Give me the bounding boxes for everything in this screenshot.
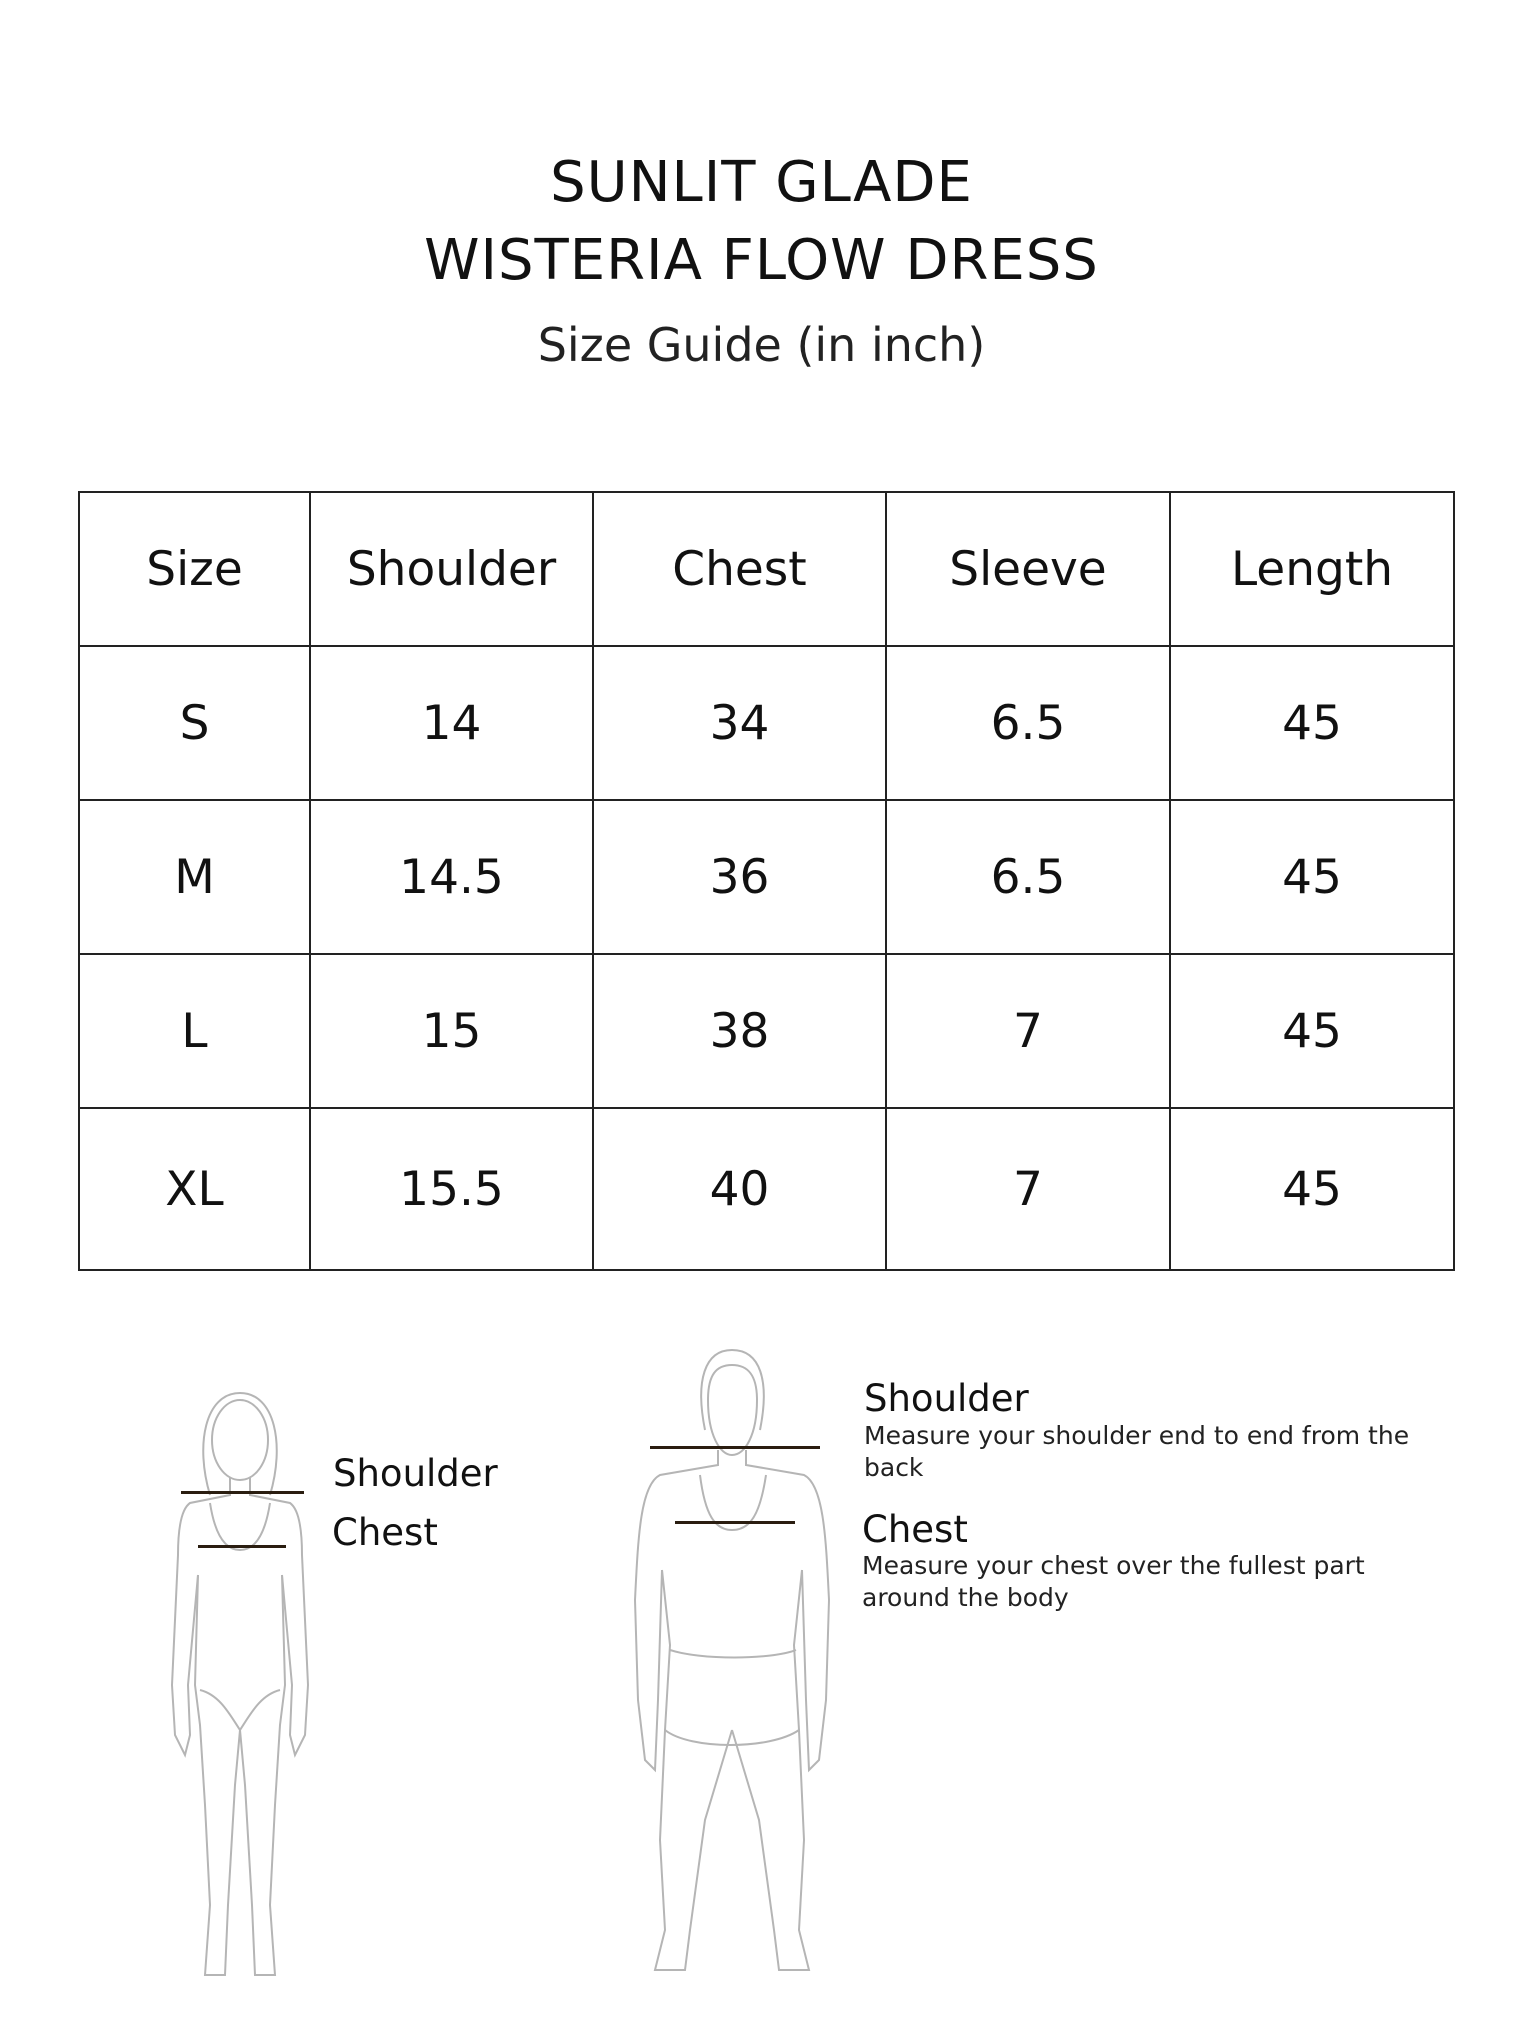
cell-length: 45 xyxy=(1169,953,1455,1109)
cell-length: 45 xyxy=(1169,1107,1455,1271)
cell-length: 45 xyxy=(1169,799,1455,955)
cell-chest: 34 xyxy=(592,645,887,801)
product-title: WISTERIA FLOW DRESS xyxy=(424,228,1099,293)
female-shoulder-label: Shoulder xyxy=(333,1452,498,1495)
table-row: XL 15.5 40 7 45 xyxy=(78,1107,1455,1271)
column-header-shoulder: Shoulder xyxy=(309,491,594,647)
cell-sleeve: 6.5 xyxy=(885,645,1171,801)
cell-length: 45 xyxy=(1169,645,1455,801)
table-row: M 14.5 36 6.5 45 xyxy=(78,799,1455,955)
cell-chest: 36 xyxy=(592,799,887,955)
size-chart-table: Size Shoulder Chest Sleeve Length S 14 3… xyxy=(78,491,1455,1271)
male-chest-description: Measure your chest over the fullest part… xyxy=(862,1551,1365,1612)
column-header-chest: Chest xyxy=(592,491,887,647)
male-chest-measure-line xyxy=(675,1521,795,1524)
male-body-illustration xyxy=(633,1348,831,1971)
table-header-row: Size Shoulder Chest Sleeve Length xyxy=(78,491,1455,647)
column-header-size: Size xyxy=(78,491,311,647)
cell-shoulder: 14.5 xyxy=(309,799,594,955)
female-shoulder-measure-line xyxy=(181,1491,304,1494)
cell-chest: 40 xyxy=(592,1107,887,1271)
female-body-illustration xyxy=(170,1391,310,1976)
table-row: L 15 38 7 45 xyxy=(78,953,1455,1109)
cell-size: L xyxy=(78,953,311,1109)
column-header-length: Length xyxy=(1169,491,1455,647)
brand-title: SUNLIT GLADE xyxy=(550,150,973,215)
male-shoulder-measure-line xyxy=(650,1446,820,1449)
cell-shoulder: 15.5 xyxy=(309,1107,594,1271)
male-shoulder-description: Measure your shoulder end to end from th… xyxy=(864,1421,1410,1482)
cell-sleeve: 6.5 xyxy=(885,799,1171,955)
column-header-sleeve: Sleeve xyxy=(885,491,1171,647)
cell-size: S xyxy=(78,645,311,801)
cell-chest: 38 xyxy=(592,953,887,1109)
cell-sleeve: 7 xyxy=(885,953,1171,1109)
size-guide-subtitle: Size Guide (in inch) xyxy=(537,318,986,372)
male-shoulder-label: Shoulder xyxy=(864,1377,1029,1420)
cell-size: XL xyxy=(78,1107,311,1271)
male-chest-label: Chest xyxy=(862,1508,968,1551)
cell-size: M xyxy=(78,799,311,955)
cell-shoulder: 15 xyxy=(309,953,594,1109)
cell-sleeve: 7 xyxy=(885,1107,1171,1271)
cell-shoulder: 14 xyxy=(309,645,594,801)
table-row: S 14 34 6.5 45 xyxy=(78,645,1455,801)
female-chest-measure-line xyxy=(198,1545,286,1548)
female-chest-label: Chest xyxy=(332,1511,438,1554)
